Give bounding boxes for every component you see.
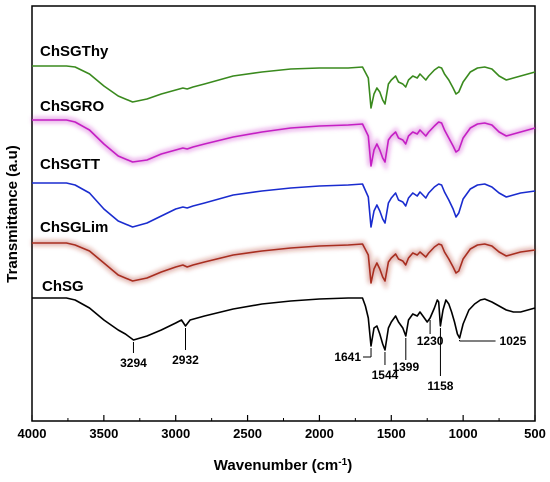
x-tick-label: 500 xyxy=(524,426,546,441)
y-axis-title: Transmittance (a.u) xyxy=(4,145,21,283)
series-layer: ChSGThy ChSGRO ChSGTT ChSGLim ChSG xyxy=(32,43,536,351)
peak-label: 1025 xyxy=(500,334,527,348)
series-line xyxy=(32,297,536,351)
series-label: ChSG xyxy=(42,278,84,295)
x-tick-label: 1000 xyxy=(449,426,478,441)
x-tick-label: 4000 xyxy=(18,426,47,441)
x-tick-label: 3000 xyxy=(161,426,190,441)
x-axis-title: Wavenumber (cm-1) xyxy=(214,457,352,475)
series-line xyxy=(32,242,536,284)
peak-label: 1230 xyxy=(417,334,444,348)
peak-label: 3294 xyxy=(120,356,147,370)
series-label: ChSGThy xyxy=(40,43,109,60)
peak-label: 1158 xyxy=(427,379,453,393)
series-label: ChSGRO xyxy=(40,98,105,115)
x-axis-title-end: ) xyxy=(347,457,352,474)
series-line xyxy=(32,119,536,167)
peak-label: 1641 xyxy=(334,350,361,364)
peak-label: 2932 xyxy=(172,353,199,367)
series-line xyxy=(32,65,536,109)
plot-area xyxy=(31,5,536,422)
x-axis-title-main: Wavenumber (cm xyxy=(214,457,338,474)
x-axis-title-sup: -1 xyxy=(338,457,347,468)
series-label: ChSGTT xyxy=(40,156,100,173)
x-tick-label: 1500 xyxy=(377,426,406,441)
x-tick-label: 2000 xyxy=(305,426,334,441)
peak-label: 1399 xyxy=(392,360,419,374)
x-tick-label: 3500 xyxy=(89,426,118,441)
series-line xyxy=(32,182,536,228)
series-label: ChSGLim xyxy=(40,219,108,236)
x-axis-ticks: 4000 3500 3000 2500 2000 1500 1000 500 xyxy=(18,415,546,441)
peak-label: 1544 xyxy=(372,368,399,382)
x-tick-label: 2500 xyxy=(233,426,262,441)
